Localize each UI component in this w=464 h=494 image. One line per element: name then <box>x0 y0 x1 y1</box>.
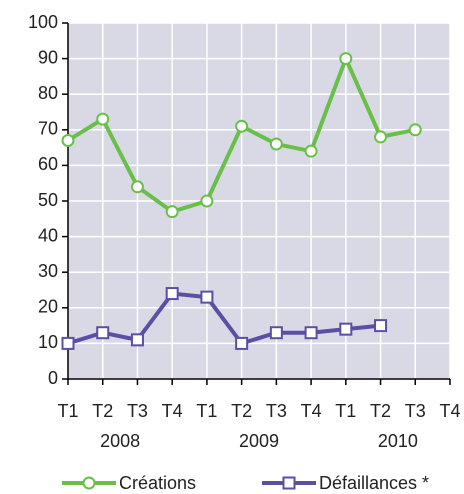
x-tick-label: T4 <box>162 401 183 421</box>
marker <box>304 144 318 158</box>
y-tick-label: 10 <box>38 332 58 352</box>
y-tick-label: 20 <box>38 297 58 317</box>
legend-label: Créations <box>119 473 196 493</box>
y-tick-label: 0 <box>48 368 58 388</box>
x-tick-label: T3 <box>405 401 426 421</box>
marker <box>96 112 110 126</box>
y-tick-label: 80 <box>38 83 58 103</box>
marker <box>339 322 353 336</box>
marker <box>408 123 422 137</box>
marker <box>61 336 75 350</box>
x-tick-label: T2 <box>231 401 252 421</box>
marker <box>61 133 75 147</box>
marker <box>374 130 388 144</box>
y-tick-label: 100 <box>28 12 58 32</box>
y-tick-label: 70 <box>38 119 58 139</box>
y-tick-label: 40 <box>38 225 58 245</box>
y-tick-label: 90 <box>38 47 58 67</box>
x-tick-label: T3 <box>127 401 148 421</box>
y-tick-label: 50 <box>38 190 58 210</box>
marker <box>165 205 179 219</box>
marker <box>200 194 214 208</box>
marker <box>374 319 388 333</box>
y-tick-label: 30 <box>38 261 58 281</box>
x-group-label: 2010 <box>378 431 418 451</box>
x-tick-label: T4 <box>439 401 460 421</box>
x-tick-label: T1 <box>196 401 217 421</box>
marker <box>269 326 283 340</box>
x-group-label: 2008 <box>100 431 140 451</box>
marker <box>165 287 179 301</box>
marker <box>96 326 110 340</box>
marker <box>200 290 214 304</box>
marker <box>269 137 283 151</box>
x-tick-label: T1 <box>57 401 78 421</box>
x-group-label: 2009 <box>239 431 279 451</box>
marker <box>235 336 249 350</box>
marker <box>339 52 353 66</box>
x-tick-label: T3 <box>266 401 287 421</box>
series-line <box>67 291 381 346</box>
x-tick-label: T4 <box>301 401 322 421</box>
x-tick-label: T1 <box>335 401 356 421</box>
y-tick-label: 60 <box>38 154 58 174</box>
marker <box>130 333 144 347</box>
x-tick-label: T2 <box>370 401 391 421</box>
marker <box>82 476 96 490</box>
marker <box>282 476 296 490</box>
marker <box>130 180 144 194</box>
legend-label: Défaillances * <box>319 473 429 493</box>
marker <box>235 119 249 133</box>
marker <box>304 326 318 340</box>
x-tick-label: T2 <box>92 401 113 421</box>
